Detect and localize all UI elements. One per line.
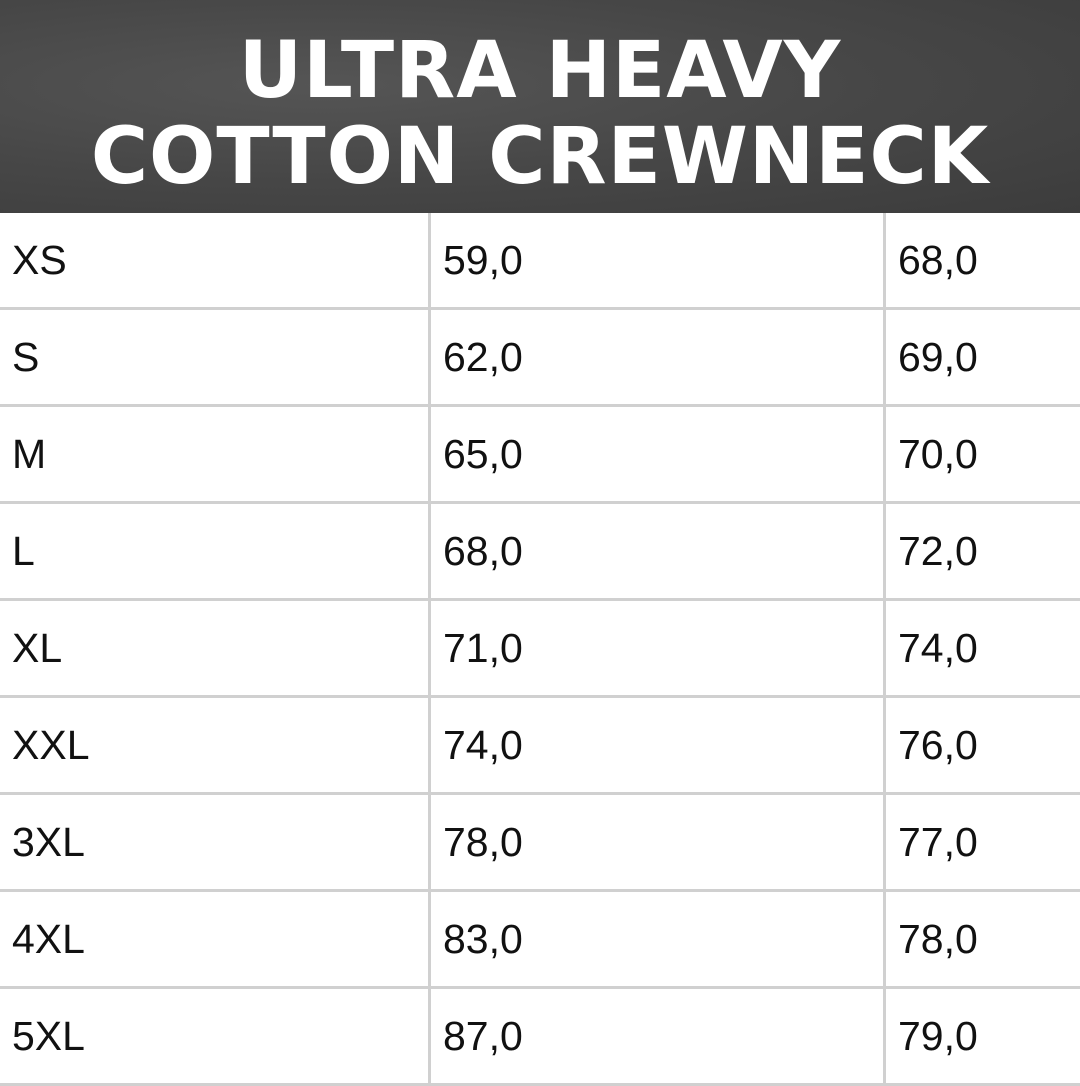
size-cell: 3XL [0, 794, 430, 891]
size-cell: XS [0, 213, 430, 309]
size-cell: XL [0, 600, 430, 697]
size-cell: 4XL [0, 891, 430, 988]
measure-2-cell: 72,0 [885, 503, 1080, 600]
size-cell: L [0, 503, 430, 600]
size-cell: M [0, 406, 430, 503]
measure-2-cell: 78,0 [885, 891, 1080, 988]
measure-1-cell: 59,0 [430, 213, 885, 309]
measure-1-cell: 65,0 [430, 406, 885, 503]
measure-2-cell: 68,0 [885, 213, 1080, 309]
measure-1-cell: 74,0 [430, 697, 885, 794]
title-banner: ULTRA HEAVY COTTON CREWNECK [0, 0, 1080, 213]
size-cell: 5XL [0, 988, 430, 1085]
measure-2-cell: 76,0 [885, 697, 1080, 794]
measure-1-cell: 87,0 [430, 988, 885, 1085]
measure-2-cell: 79,0 [885, 988, 1080, 1085]
measure-2-cell: 70,0 [885, 406, 1080, 503]
measure-1-cell: 78,0 [430, 794, 885, 891]
measure-1-cell: 68,0 [430, 503, 885, 600]
size-cell: S [0, 309, 430, 406]
measure-2-cell: 74,0 [885, 600, 1080, 697]
measure-1-cell: 62,0 [430, 309, 885, 406]
title-line-2: COTTON CREWNECK [0, 118, 1080, 196]
measure-1-cell: 71,0 [430, 600, 885, 697]
measure-2-cell: 69,0 [885, 309, 1080, 406]
size-cell: XXL [0, 697, 430, 794]
measure-1-cell: 83,0 [430, 891, 885, 988]
measure-2-cell: 77,0 [885, 794, 1080, 891]
title-line-1: ULTRA HEAVY [0, 32, 1080, 110]
